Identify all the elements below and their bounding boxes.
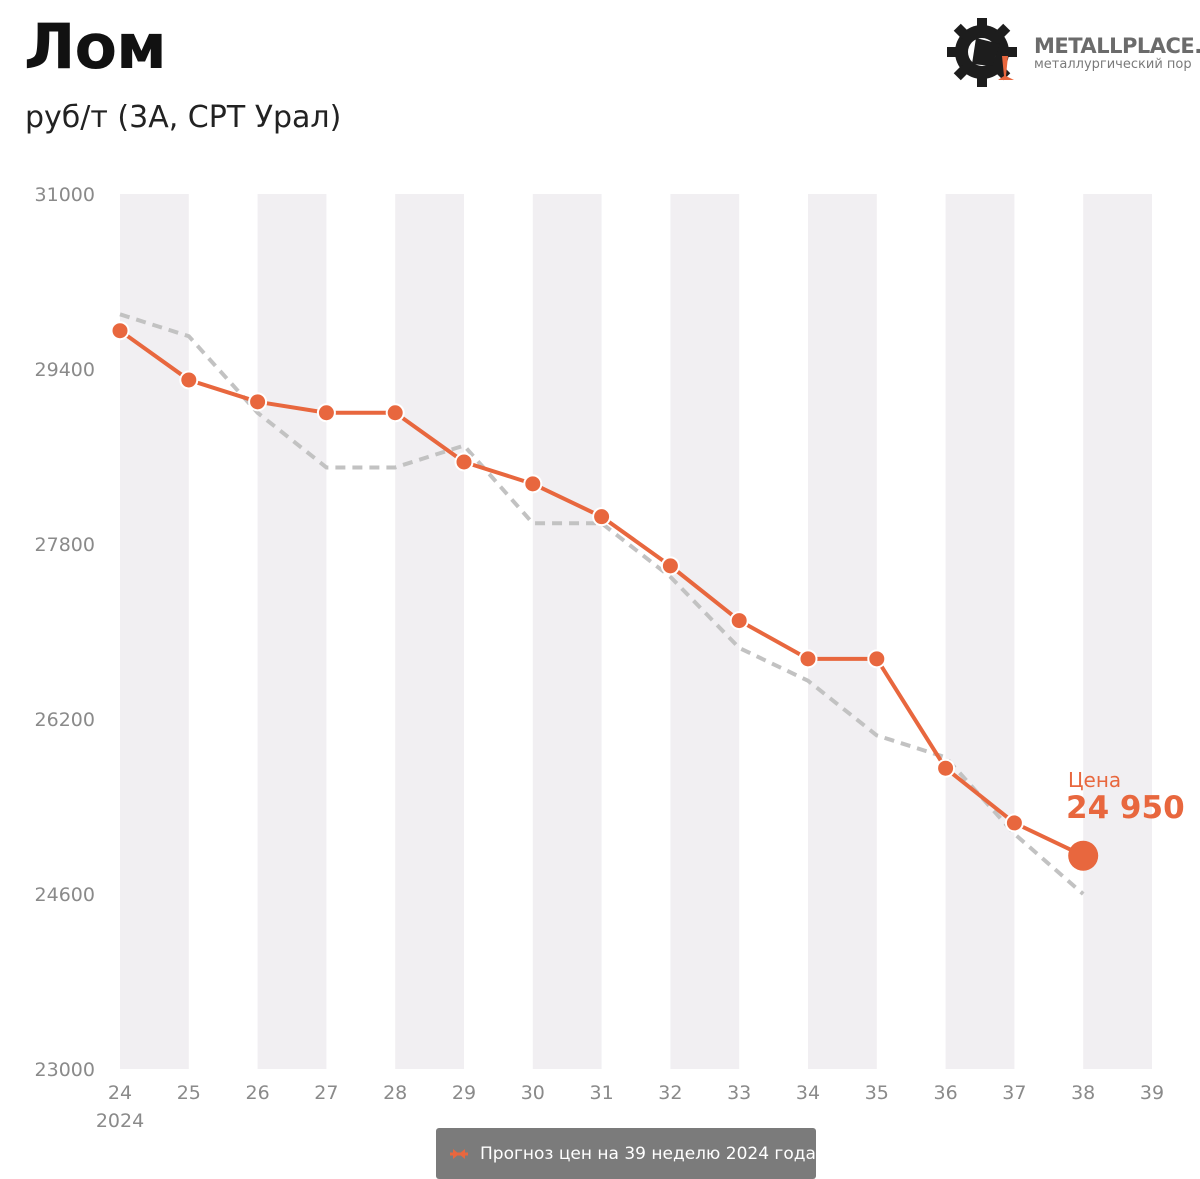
band — [945, 194, 1015, 1069]
band — [257, 194, 327, 1069]
forecast-dashed-line — [119, 312, 1085, 896]
x-tick-label: 34 — [796, 1082, 820, 1104]
background-bands — [120, 194, 1152, 1069]
chart-title: Лом — [24, 10, 167, 83]
price-point — [867, 649, 887, 669]
x-tick-label: 33 — [727, 1082, 751, 1104]
y-tick-label: 24600 — [35, 884, 95, 906]
x-tick-label: 38 — [1071, 1082, 1095, 1104]
x-tick-label: 35 — [865, 1082, 889, 1104]
x-axis-year-label: 2024 — [96, 1110, 144, 1132]
x-tick-label: 37 — [1002, 1082, 1026, 1104]
price-point — [385, 403, 405, 423]
x-tick-label: 27 — [314, 1082, 338, 1104]
y-tick-label: 31000 — [35, 184, 95, 206]
price-point — [1004, 813, 1024, 833]
x-tick-label: 31 — [590, 1082, 614, 1104]
price-point — [248, 392, 268, 412]
gear-icon — [947, 18, 1017, 87]
price-callout-value: 24 950 — [1066, 790, 1185, 826]
price-point — [110, 321, 130, 341]
x-tick-label: 32 — [658, 1082, 682, 1104]
price-markers — [110, 321, 1099, 871]
x-tick-label: 39 — [1140, 1082, 1164, 1104]
band — [532, 194, 602, 1069]
price-point — [592, 507, 612, 527]
band — [1083, 194, 1152, 1069]
latest-price-point — [1068, 840, 1099, 871]
x-tick-label: 24 — [108, 1082, 132, 1104]
price-point — [936, 758, 956, 778]
logo-name: METALLPLACE. — [1034, 34, 1200, 58]
price-point — [316, 403, 336, 423]
x-tick-label: 29 — [452, 1082, 476, 1104]
x-tick-label: 25 — [177, 1082, 201, 1104]
x-axis-ticks: 24 25 26 27 28 29 30 31 32 33 34 35 36 37 38 39 — [108, 1082, 1164, 1104]
metallplace-logo[interactable]: METALLPLACE. металлургический пор — [946, 18, 1200, 90]
price-point — [660, 556, 680, 576]
x-tick-label: 28 — [383, 1082, 407, 1104]
forecast-legend-button[interactable]: Прогноз цен на 39 неделю 2024 года — [436, 1128, 816, 1179]
price-point — [798, 649, 818, 669]
y-tick-label: 27800 — [35, 534, 95, 556]
x-tick-label: 26 — [246, 1082, 270, 1104]
price-callout-label: Цена — [1068, 768, 1122, 792]
band — [808, 194, 877, 1069]
x-tick-label: 30 — [521, 1082, 545, 1104]
y-tick-label: 29400 — [35, 359, 95, 381]
price-point — [523, 474, 543, 494]
band — [670, 194, 740, 1069]
chart-subtitle: руб/т (3А, СРТ Урал) — [25, 100, 342, 135]
price-point — [729, 611, 749, 631]
band — [395, 194, 464, 1069]
forecast-legend-label: Прогноз цен на 39 неделю 2024 года — [480, 1143, 816, 1164]
y-axis-ticks: 31000 29400 27800 26200 24600 23000 — [35, 184, 95, 1081]
x-tick-label: 36 — [934, 1082, 958, 1104]
forecast-line-icon — [450, 1148, 468, 1159]
price-point — [454, 452, 474, 472]
y-tick-label: 23000 — [35, 1059, 95, 1081]
logo-tagline: металлургический пор — [1034, 57, 1192, 72]
y-tick-label: 26200 — [35, 709, 95, 731]
price-point — [179, 370, 199, 390]
